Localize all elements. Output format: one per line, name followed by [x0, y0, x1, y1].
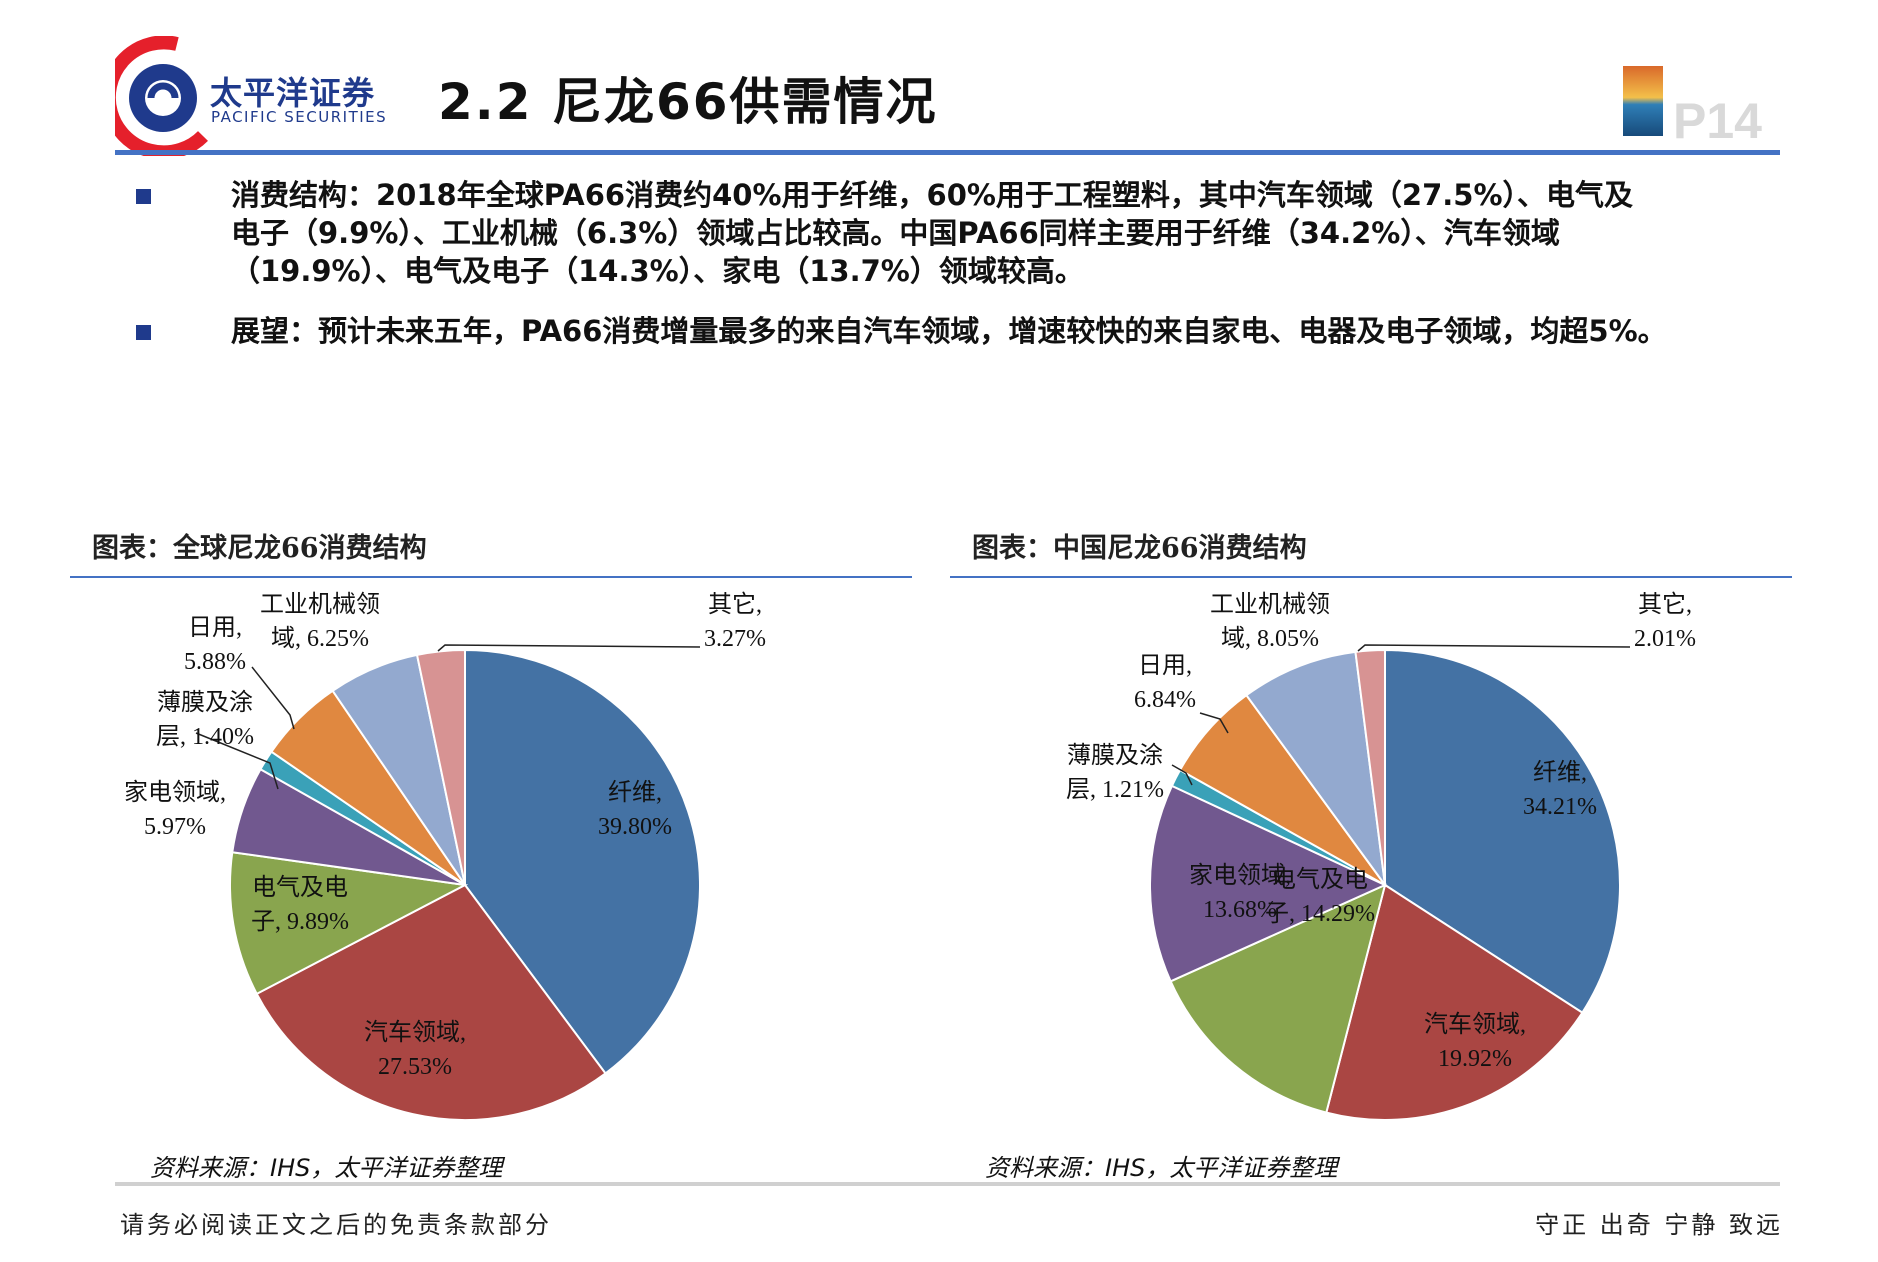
bullet-consumption-structure: 消费结构：2018年全球PA66消费约40%用于纤维，60%用于工程塑料，其中汽…: [136, 176, 1796, 290]
slice-label: 薄膜及涂层, 1.21%: [1066, 742, 1164, 803]
slice-label: 家电领域, 5.97%: [124, 779, 226, 840]
leader-line: [1357, 644, 1631, 652]
leader-line: [251, 666, 295, 730]
bullet-text: 展望：预计未来五年，PA66消费增量最多的来自汽车领域，增速较快的来自家电、电器…: [231, 314, 1667, 348]
page-title: 2.2 尼龙66供需情况: [438, 73, 938, 131]
slice-label: 汽车领域, 19.92%: [1424, 1011, 1526, 1072]
page-number: P14: [1673, 93, 1762, 149]
sunset-thumbnail-icon: [1623, 66, 1663, 136]
slice-label: 薄膜及涂层, 1.40%: [156, 689, 254, 750]
footer-divider: [115, 1182, 1780, 1186]
pie-slice: [1149, 784, 1388, 983]
bullet-square-icon: [136, 325, 151, 340]
chart-title-china: 图表：中国尼龙66消费结构: [972, 533, 1307, 564]
source-note-china: 资料来源：IHS，太平洋证券整理: [985, 1154, 1338, 1182]
slice-label: 工业机械领域, 6.25%: [260, 591, 380, 652]
slice-label: 工业机械领域, 8.05%: [1210, 591, 1330, 652]
pie-slice: [1325, 883, 1584, 1121]
slice-label: 电气及电子, 14.29%: [1265, 866, 1375, 927]
pie-slice: [1169, 883, 1387, 1114]
leader-line: [195, 732, 279, 790]
slice-label: 汽车领域, 27.53%: [364, 1019, 466, 1080]
slice-label: 其它, 2.01%: [1634, 591, 1696, 652]
bullet-outlook: 展望：预计未来五年，PA66消费增量最多的来自汽车领域，增速较快的来自家电、电器…: [136, 312, 1796, 350]
source-note-global: 资料来源：IHS，太平洋证券整理: [150, 1154, 503, 1182]
slice-label: 日用, 6.84%: [1134, 653, 1196, 713]
leader-line: [1171, 764, 1193, 786]
footer-motto: 守正 出奇 宁静 致远: [1535, 1211, 1783, 1239]
chart-divider-china: [950, 576, 1792, 578]
chart-divider-global: [70, 576, 912, 578]
company-logo: 太平洋证券 PACIFIC SECURITIES: [115, 36, 395, 156]
slice-label: 家电领域, 13.68%: [1189, 862, 1291, 923]
pie-slice: [1245, 650, 1386, 886]
chart-title-global: 图表：全球尼龙66消费结构: [92, 533, 427, 564]
slice-label: 纤维, 34.21%: [1523, 759, 1597, 820]
pie-chart-global: 纤维, 39.80% 汽车领域, 27.53% 电气及电子, 9.89% 家电领域, 5.9…: [124, 591, 766, 1121]
logo-name: 太平洋证券: [210, 74, 376, 112]
pie-chart-china: 纤维, 34.21% 汽车领域, 19.92% 电气及电子, 14.29%家电领域, 13…: [1066, 591, 1696, 1121]
pie-slice: [229, 851, 469, 996]
leader-line: [437, 644, 701, 652]
slice-label: 电气及电子, 9.89%: [251, 874, 349, 935]
pie-slice: [464, 648, 701, 1075]
footer-disclaimer: 请务必阅读正文之后的免责条款部分: [120, 1211, 552, 1239]
header-divider: [115, 150, 1780, 155]
bullet-square-icon: [136, 189, 151, 204]
bullet-text: 消费结构：2018年全球PA66消费约40%用于纤维，60%用于工程塑料，其中汽…: [231, 178, 1634, 288]
pie-slice: [255, 883, 607, 1121]
slice-label: 纤维, 39.80%: [598, 779, 672, 840]
logo-mark-icon: [115, 36, 208, 156]
logo-english-name: PACIFIC SECURITIES: [211, 108, 388, 126]
pie-slice: [1354, 648, 1386, 886]
slice-label: 日用, 5.88%: [184, 615, 246, 675]
bullet-list: 消费结构：2018年全球PA66消费约40%用于纤维，60%用于工程塑料，其中汽…: [136, 176, 1796, 372]
leader-line: [1199, 712, 1229, 734]
slice-label: 其它, 3.27%: [704, 591, 766, 652]
pie-slice: [415, 648, 466, 886]
